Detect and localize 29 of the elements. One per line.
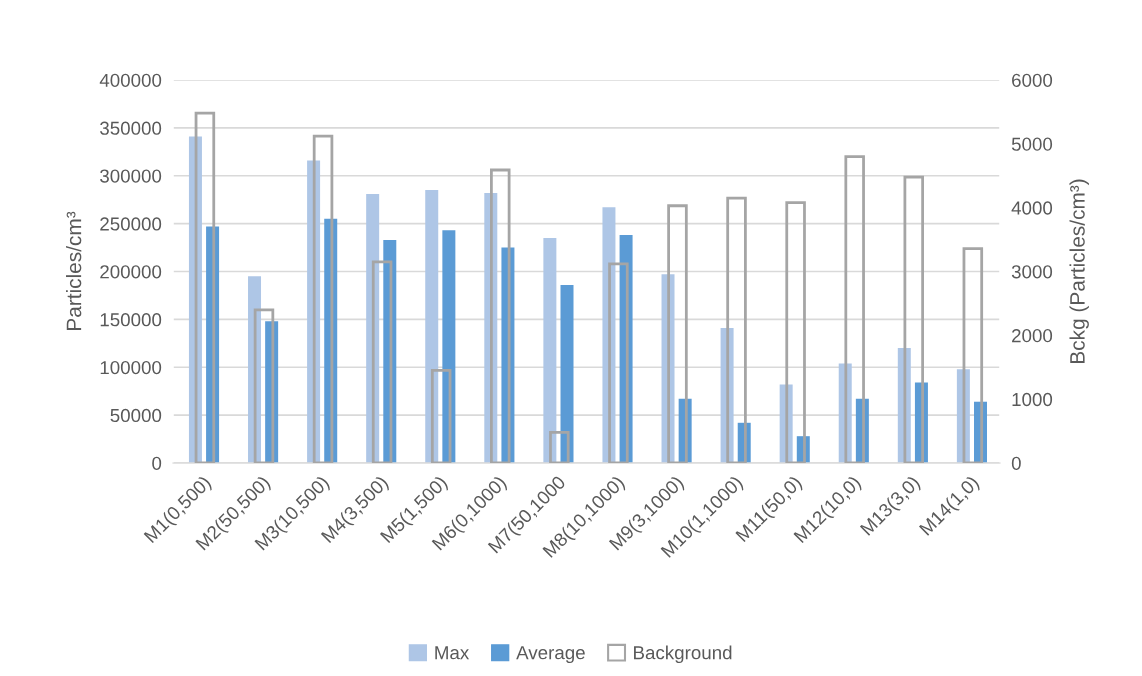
y-tick-label: 200000	[100, 265, 162, 279]
legend-label: Max	[435, 646, 470, 660]
y-tick-label: 50000	[110, 408, 162, 423]
y-tick-label: 400000	[99, 73, 162, 87]
bar	[785, 201, 806, 463]
y2-tick-label: 6000	[1012, 73, 1053, 87]
y2-axis-title: Bckg (Particles/cm³)	[1069, 179, 1089, 363]
legend-label: Background	[634, 645, 732, 664]
y-tick-label: 350000	[100, 121, 162, 135]
y2-tick-label: 1000	[1012, 392, 1053, 407]
y-axis-title: Particles/cm³	[66, 211, 82, 330]
y-tick-label: 250000	[100, 217, 162, 231]
y2-tick-label: 5000	[1011, 137, 1053, 151]
bar	[442, 230, 456, 463]
y-tick-label: 300000	[100, 169, 162, 183]
y-tick-label: 150000	[100, 313, 162, 327]
y-tick-label: 100000	[100, 360, 162, 375]
legend-label: Average	[516, 646, 585, 664]
bar	[425, 190, 439, 463]
y2-tick-label: 3000	[1011, 265, 1053, 279]
bar	[962, 247, 984, 463]
bar	[560, 284, 574, 463]
y2-tick-label: 0	[1011, 456, 1021, 470]
y-tick-label: 0	[152, 456, 162, 470]
bar	[543, 237, 557, 463]
bar	[844, 155, 865, 463]
bar	[549, 430, 570, 463]
y2-tick-label: 4000	[1011, 201, 1053, 215]
y2-tick-label: 2000	[1012, 329, 1053, 343]
